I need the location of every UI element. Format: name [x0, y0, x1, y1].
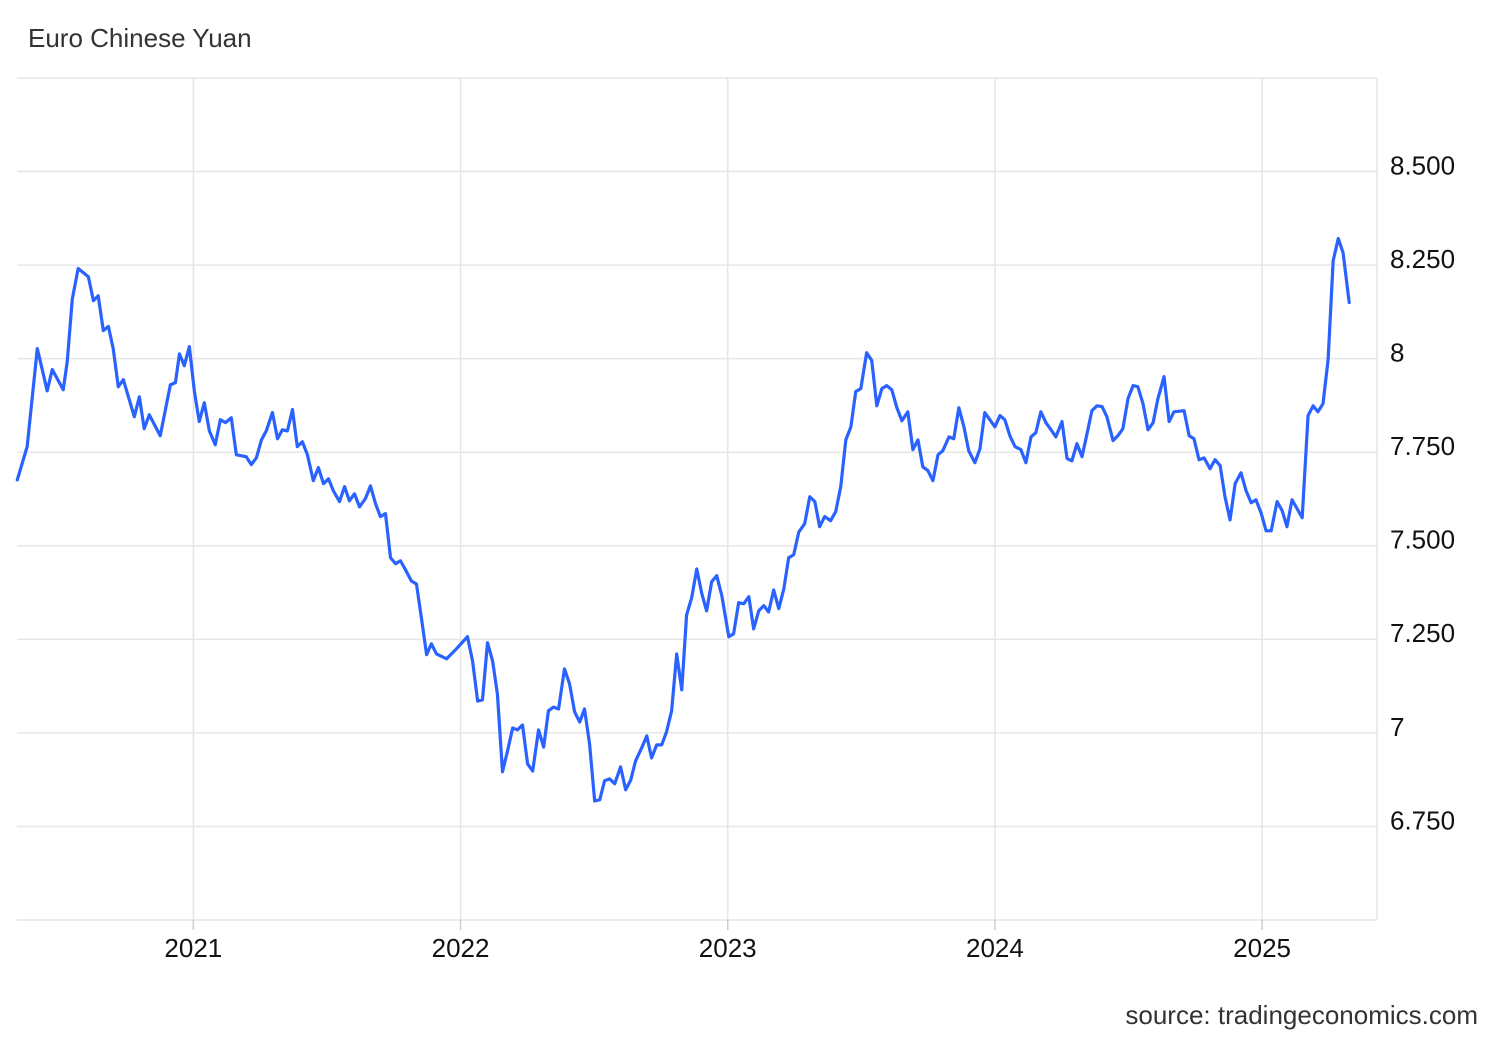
x-tick-label: 2024 — [966, 933, 1024, 963]
y-tick-label: 8 — [1390, 338, 1404, 368]
y-tick-label: 7.750 — [1390, 431, 1455, 461]
x-tick-label: 2025 — [1233, 933, 1291, 963]
y-tick-label: 8.500 — [1390, 150, 1455, 180]
y-tick-label: 6.750 — [1390, 805, 1455, 835]
data-line — [15, 236, 1351, 803]
y-tick-label: 7.500 — [1390, 525, 1455, 555]
x-tick-label: 2022 — [432, 933, 490, 963]
chart-title: Euro Chinese Yuan — [28, 23, 252, 53]
y-tick-label: 7.250 — [1390, 618, 1455, 648]
source-note: source: tradingeconomics.com — [1125, 1000, 1478, 1030]
y-tick-label: 8.250 — [1390, 244, 1455, 274]
y-tick-label: 7 — [1390, 712, 1404, 742]
x-tick-label: 2021 — [164, 933, 222, 963]
x-tick-label: 2023 — [699, 933, 757, 963]
